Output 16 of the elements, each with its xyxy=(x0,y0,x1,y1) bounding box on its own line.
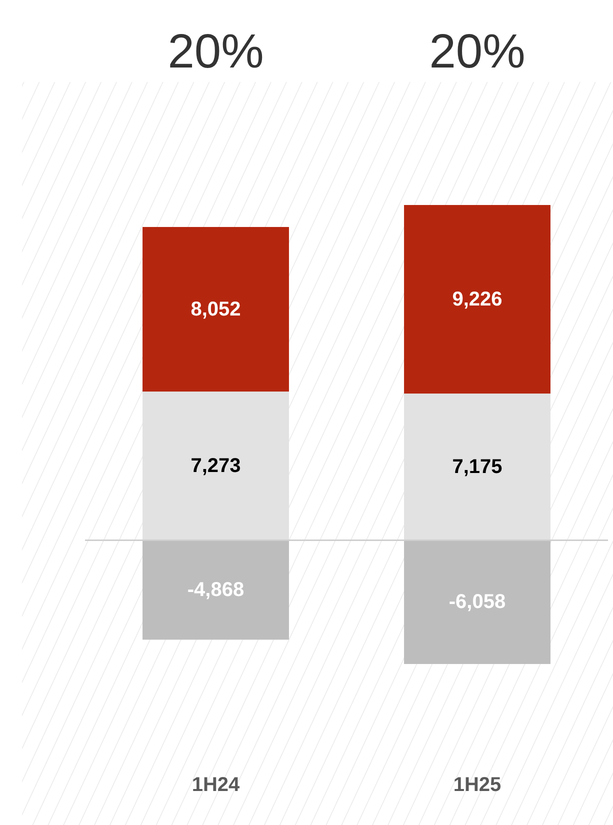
bar xyxy=(142,226,289,392)
data-label: 8,052 xyxy=(190,298,241,320)
data-label: -6,058 xyxy=(448,591,506,614)
text: 20% xyxy=(168,26,264,78)
data-label: 7,273 xyxy=(190,454,241,477)
x-tick-label: 1H24 xyxy=(192,774,241,796)
x-tick-label: 1H25 xyxy=(453,774,502,796)
data-label: -4,868 xyxy=(187,578,244,601)
bar xyxy=(142,392,289,540)
data-label: 9,226 xyxy=(452,288,502,310)
bar xyxy=(404,394,550,540)
data-label: 7,175 xyxy=(452,456,502,478)
bar xyxy=(142,540,289,640)
text: 20% xyxy=(429,26,526,78)
bar xyxy=(404,540,550,664)
bar xyxy=(404,205,550,394)
